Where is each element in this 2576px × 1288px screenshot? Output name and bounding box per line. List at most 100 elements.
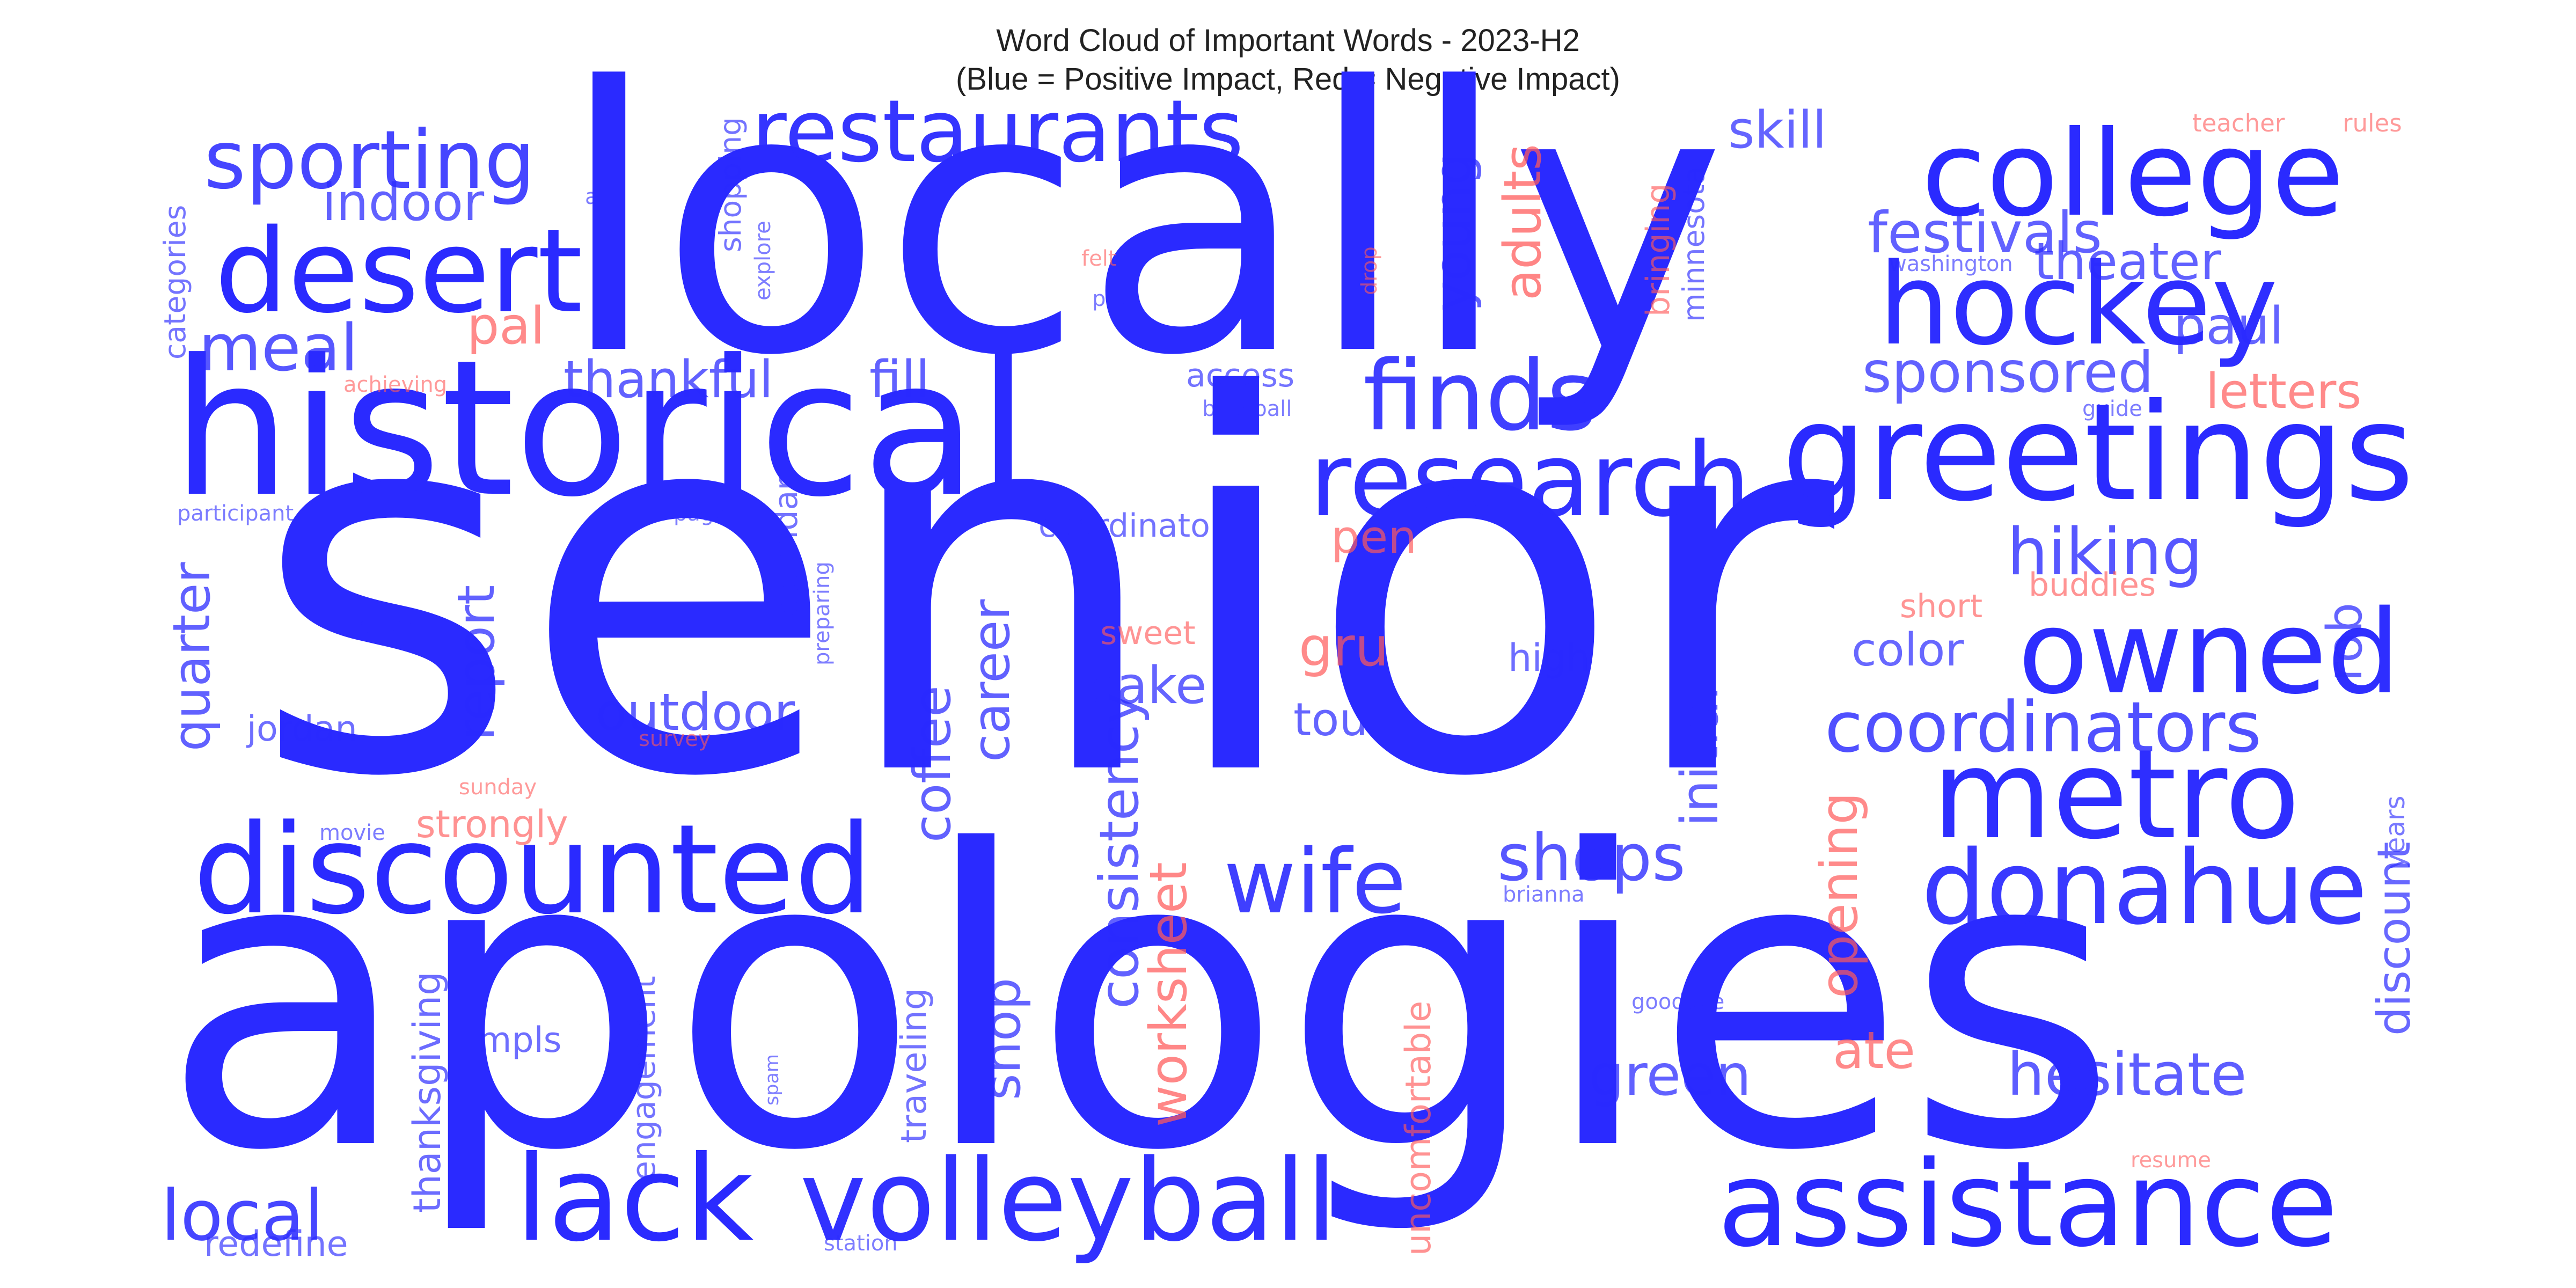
word-senior: senior bbox=[252, 290, 1840, 889]
word-spam: spam bbox=[762, 1054, 783, 1106]
word-fill: fill bbox=[869, 350, 930, 409]
word-buddies: buddies bbox=[2029, 566, 2156, 604]
word-coordinators: coordinators bbox=[1825, 686, 2262, 768]
word-sunday: sunday bbox=[459, 775, 537, 800]
word-rules: rules bbox=[2343, 109, 2402, 137]
word-categories: categories bbox=[158, 205, 192, 360]
word-movie: movie bbox=[319, 821, 385, 845]
word-sweet: sweet bbox=[1100, 614, 1196, 652]
word-high: high bbox=[1508, 636, 1590, 680]
word-ave: ave bbox=[585, 185, 624, 209]
word-ate: ate bbox=[1833, 1021, 1915, 1080]
word-wife: wife bbox=[1224, 830, 1406, 933]
word-festivals: festivals bbox=[1868, 200, 2102, 266]
word-hiking: hiking bbox=[2007, 515, 2202, 590]
word-tour: tour bbox=[1293, 693, 1387, 747]
word-thanksgiving: thanksgiving bbox=[405, 971, 449, 1213]
word-put: put bbox=[1092, 287, 1128, 311]
word-metro: metro bbox=[1932, 723, 2300, 867]
word-initial: initial bbox=[1671, 686, 1730, 826]
word-years: years bbox=[2380, 795, 2411, 869]
word-calendar: calendar bbox=[767, 477, 805, 617]
word-paul: paul bbox=[2174, 297, 2284, 356]
word-preparing: preparing bbox=[810, 561, 835, 665]
word-color: color bbox=[1851, 624, 1964, 677]
word-minnesota: minnesota bbox=[1677, 166, 1711, 322]
word-pen: pen bbox=[1331, 511, 1417, 564]
word-outdoor: outdoor bbox=[596, 683, 795, 742]
word-bringing: bringing bbox=[1640, 184, 1677, 317]
word-sponsored: sponsored bbox=[1862, 340, 2154, 405]
chart-title: Word Cloud of Important Words - 2023-H2 … bbox=[0, 21, 2576, 99]
word-teacher: teacher bbox=[2192, 109, 2285, 137]
word-uncomfortable: uncomfortable bbox=[1399, 1001, 1439, 1256]
word-owned: owned bbox=[2018, 585, 2400, 720]
word-short: short bbox=[1900, 588, 1982, 625]
word-young: young bbox=[1424, 153, 1483, 311]
word-page: page bbox=[674, 501, 727, 526]
word-resume: resume bbox=[2131, 1148, 2211, 1173]
word-finds: finds bbox=[1363, 340, 1597, 452]
word-bake: bake bbox=[1084, 656, 1207, 715]
word-discounted: discounted bbox=[193, 799, 873, 942]
word-adults: adults bbox=[1494, 144, 1553, 301]
word-place: place bbox=[357, 614, 415, 639]
word-station: station bbox=[824, 1231, 898, 1256]
word-hockey: hockey bbox=[1878, 239, 2278, 370]
word-strongly: strongly bbox=[416, 802, 568, 846]
word-baseball: baseball bbox=[1202, 397, 1292, 421]
word-guide: guide bbox=[2082, 397, 2142, 421]
word-historical: historical bbox=[172, 319, 1029, 538]
word-research: research bbox=[1309, 421, 1751, 539]
word-explore: explore bbox=[751, 221, 775, 301]
word-achieving: achieving bbox=[343, 372, 447, 397]
word-meal: meal bbox=[199, 311, 358, 386]
word-opening: opening bbox=[1810, 792, 1869, 998]
word-donahue: donahue bbox=[1921, 829, 2367, 947]
word-report: report bbox=[447, 585, 506, 741]
word-college: college bbox=[1921, 105, 2344, 243]
word-worksheet: worksheet bbox=[1139, 862, 1198, 1127]
word-discount: discount bbox=[2368, 841, 2421, 1036]
word-apologies: apologies bbox=[161, 765, 2118, 1240]
word-rob: rob bbox=[2317, 603, 2373, 682]
word-shops: shops bbox=[1497, 821, 1686, 896]
word-goodbye: goodbye bbox=[1631, 990, 1724, 1014]
word-washington: washington bbox=[1889, 252, 2013, 276]
word-desert: desert bbox=[215, 204, 583, 339]
chart-subtitle-legend: (Blue = Positive Impact, Red = Negative … bbox=[956, 62, 1620, 97]
word-traveling: traveling bbox=[894, 988, 934, 1143]
word-redefine: redefine bbox=[204, 1224, 348, 1264]
word-volleyball: volleyball bbox=[800, 1135, 1337, 1267]
word-quarter: quarter bbox=[163, 562, 222, 751]
word-local: local bbox=[161, 1175, 324, 1256]
word-felt: felt bbox=[1081, 246, 1117, 271]
word-letters: letters bbox=[2206, 363, 2361, 420]
word-locally: locally bbox=[558, 11, 1726, 435]
word-lack: lack bbox=[515, 1130, 753, 1268]
word-indoor: indoor bbox=[322, 173, 485, 232]
word-shopping: shopping bbox=[713, 117, 748, 252]
word-green: green bbox=[1589, 1043, 1751, 1108]
word-gru: gru bbox=[1299, 616, 1389, 678]
word-pal: pal bbox=[467, 297, 545, 356]
word-brianna: brianna bbox=[1503, 882, 1585, 907]
word-jordan: jordan bbox=[246, 709, 357, 749]
chart-title-line-1: Word Cloud of Important Words - 2023-H2 bbox=[996, 23, 1580, 58]
word-thankful: thankful bbox=[564, 350, 773, 409]
word-coordinator: coordinator bbox=[1038, 507, 1224, 545]
word-coffee: coffee bbox=[903, 685, 962, 843]
word-drop: drop bbox=[1357, 246, 1382, 295]
word-shop: shop bbox=[973, 978, 1032, 1100]
word-sporting: sporting bbox=[204, 114, 536, 207]
word-participant: participant bbox=[177, 501, 294, 526]
word-survey: survey bbox=[639, 727, 711, 751]
word-career: career bbox=[962, 599, 1021, 762]
word-mpls: mpls bbox=[478, 1020, 562, 1060]
word-restaurants: restaurants bbox=[751, 81, 1244, 181]
word-skill: skill bbox=[1728, 101, 1827, 160]
word-engagement: engagement bbox=[625, 976, 663, 1181]
word-greetings: greetings bbox=[1782, 375, 2414, 531]
word-assistance: assistance bbox=[1717, 1136, 2338, 1273]
